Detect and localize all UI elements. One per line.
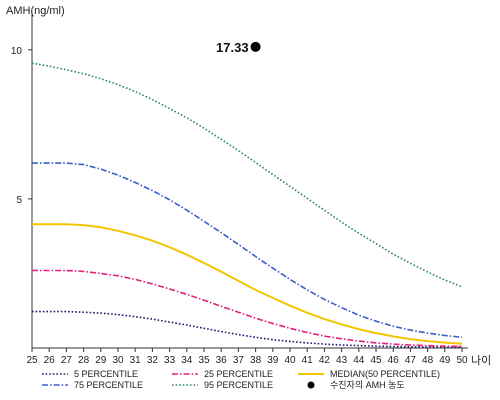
x-tick-label: 37	[233, 355, 245, 366]
legend-swatch-5	[307, 381, 315, 389]
legend-label-4: MEDIAN(50 PERCENTILE)	[330, 369, 440, 379]
patient-point-label: 17.33	[216, 40, 249, 55]
x-tick-label: 46	[388, 355, 400, 366]
x-tick-label: 43	[336, 355, 348, 366]
y-axis-title: AMH(ng/ml)	[6, 5, 65, 17]
x-tick-label: 47	[405, 355, 417, 366]
x-tick-label: 34	[181, 355, 193, 366]
x-tick-label: 27	[61, 355, 73, 366]
patient-point	[250, 41, 261, 52]
x-tick-label: 39	[267, 355, 279, 366]
x-tick-label: 31	[130, 355, 142, 366]
legend-label-2: 25 PERCENTILE	[204, 369, 273, 379]
x-tick-label: 38	[250, 355, 262, 366]
x-tick-label: 26	[44, 355, 56, 366]
legend-label-0: 5 PERCENTILE	[74, 369, 138, 379]
y-tick-label: 5	[16, 195, 22, 206]
x-tick-label: 25	[26, 355, 38, 366]
legend-label-1: 75 PERCENTILE	[74, 380, 143, 390]
series-line-0	[32, 310, 463, 349]
x-tick-label: 45	[370, 355, 382, 366]
x-tick-label: 29	[95, 355, 107, 366]
x-tick-label: 33	[164, 355, 176, 366]
series-line-4	[32, 223, 463, 345]
legend-label-5: 수진자의 AMH 농도	[330, 380, 405, 390]
series-line-2	[32, 269, 463, 348]
x-tick-label: 28	[78, 355, 90, 366]
series-line-1	[32, 162, 463, 339]
x-tick-label: 48	[422, 355, 434, 366]
x-tick-label: 42	[319, 355, 331, 366]
patient-point-layer: 17.33	[216, 40, 261, 55]
x-tick-label: 32	[147, 355, 159, 366]
x-tick-label: 44	[353, 355, 365, 366]
x-tick-label: 49	[439, 355, 451, 366]
x-tick-group: 25 26 27 28 29 30 31 32 33 34 35 36 37 38 39 40 41 42 43 44…	[26, 348, 468, 366]
legend-label-3: 95 PERCENTILE	[204, 380, 273, 390]
series-line-3	[31, 62, 463, 288]
x-tick-label: 40	[284, 355, 296, 366]
series-lines	[31, 62, 463, 349]
x-tick-label: 30	[112, 355, 124, 366]
x-tick-label: 36	[216, 355, 228, 366]
x-axis-title: 나이	[471, 354, 491, 367]
x-tick-label: 50	[456, 355, 468, 366]
y-tick-group: 5 10	[11, 46, 32, 206]
x-tick-label: 41	[302, 355, 314, 366]
y-tick-label: 10	[11, 46, 23, 57]
x-tick-label: 35	[198, 355, 210, 366]
